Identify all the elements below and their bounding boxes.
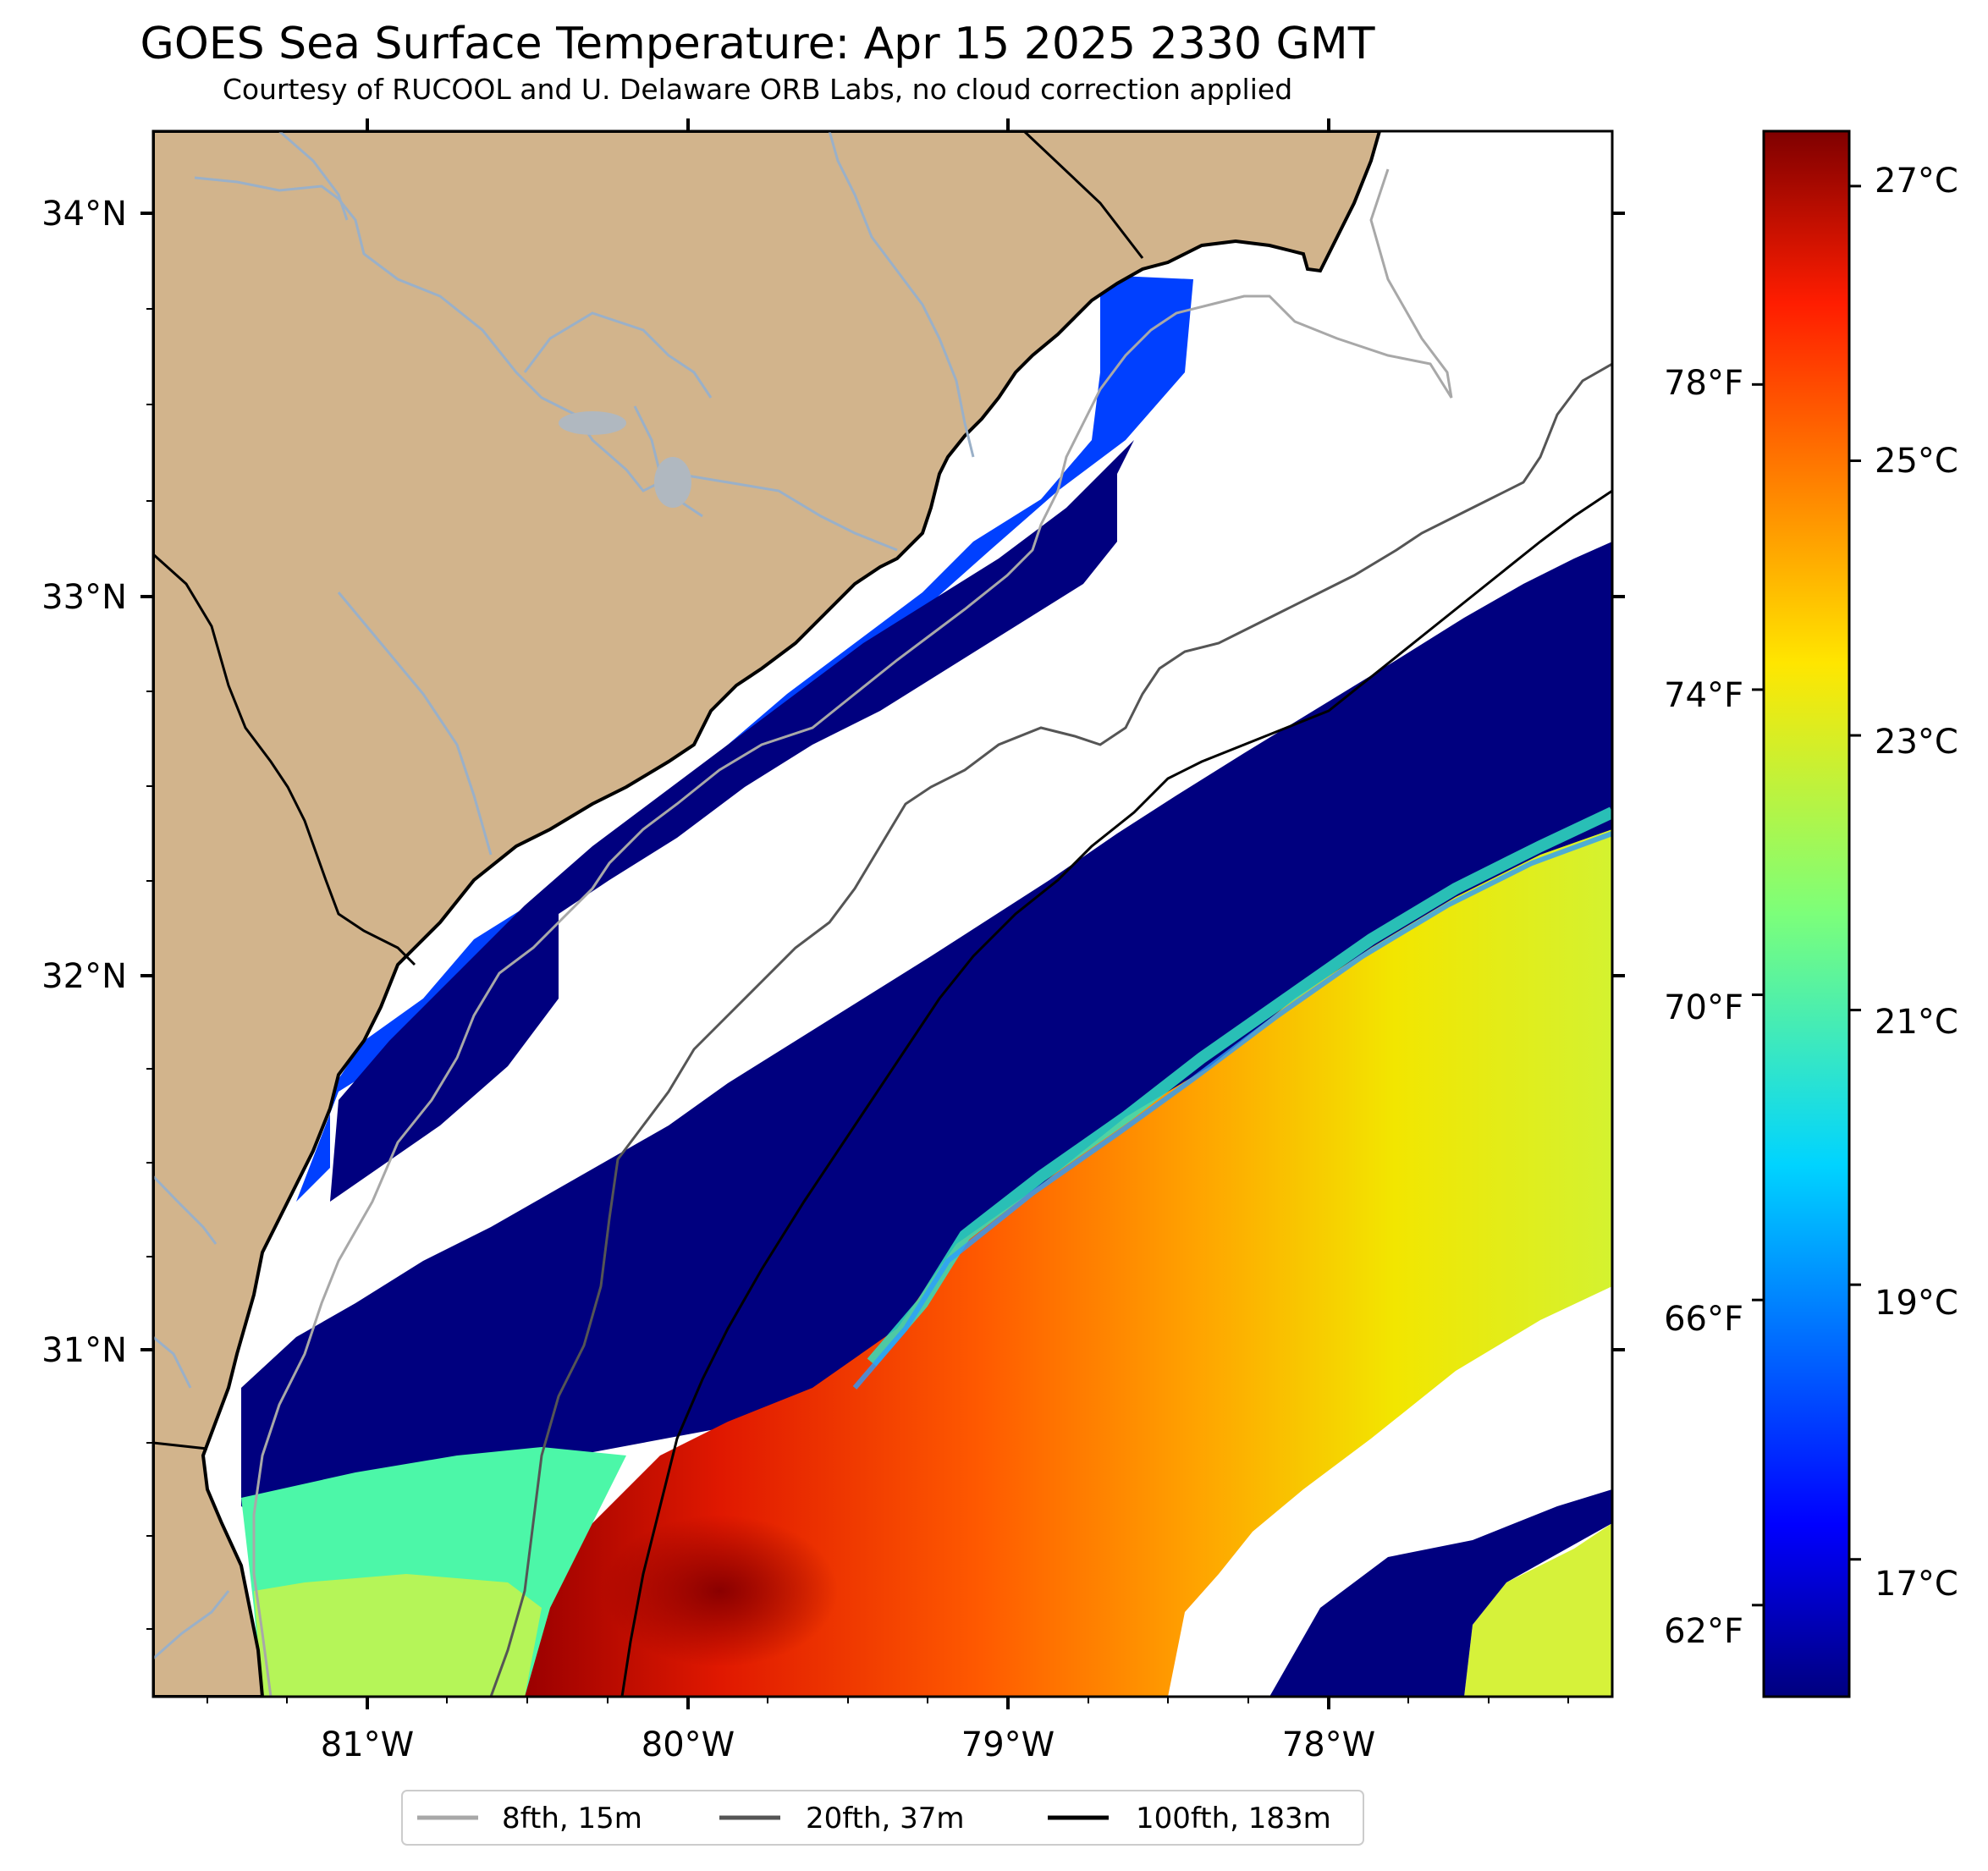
page-subtitle: Courtesy of RUCOOL and U. Delaware ORB L…: [222, 73, 1293, 106]
lake-murray: [559, 411, 626, 435]
lat-tick-label: 32°N: [41, 957, 127, 996]
gulf-stream-region: [525, 829, 1612, 1697]
celsius-tick-label: 23°C: [1875, 723, 1958, 762]
fahrenheit-tick-label: 66°F: [1664, 1300, 1743, 1339]
se-warm-patch: [1464, 1523, 1612, 1697]
legend-label-100fth: 100fth, 183m: [1136, 1802, 1331, 1835]
lon-tick-label: 78°W: [1282, 1725, 1375, 1764]
land: [153, 131, 1382, 1697]
celsius-tick-label: 17°C: [1875, 1565, 1958, 1604]
fahrenheit-tick-label: 74°F: [1664, 676, 1743, 715]
state-border-sc-ga: [153, 553, 416, 966]
legend-box: [401, 1790, 1364, 1846]
fahrenheit-tick-label: 62°F: [1664, 1612, 1743, 1651]
nearshore-cold-band: [330, 440, 1134, 1202]
lat-tick-label: 33°N: [41, 578, 127, 617]
celsius-tick-label: 27°C: [1875, 162, 1958, 201]
legend-label-8fth: 8fth, 15m: [502, 1802, 642, 1835]
state-border-ga-fl: [153, 1441, 208, 1450]
map-minor-ticks: [146, 308, 1569, 1703]
legend-label-20fth: 20fth, 37m: [806, 1802, 965, 1835]
lake-marion: [654, 457, 691, 508]
isobath-100fth: [620, 489, 1612, 1697]
se-cold-patch: [1269, 1489, 1612, 1697]
celsius-tick-label: 25°C: [1875, 442, 1958, 481]
fahrenheit-tick-label: 78°F: [1664, 364, 1743, 403]
sst-map: [153, 131, 1612, 1697]
page-title: GOES Sea Surface Temperature: Apr 15 202…: [140, 19, 1375, 69]
lon-tick-label: 79°W: [961, 1725, 1055, 1764]
lon-tick-label: 80°W: [642, 1725, 735, 1764]
lon-tick-label: 81°W: [321, 1725, 414, 1764]
thermal-front-inner: [852, 831, 1612, 1389]
fahrenheit-tick-label: 70°F: [1664, 988, 1743, 1027]
celsius-tick-label: 21°C: [1875, 1003, 1958, 1042]
colorbar-ticks: [1752, 184, 1861, 1607]
isobath-8fth: [252, 168, 1453, 1697]
warm-core: [601, 1515, 838, 1667]
isobath-20fth: [489, 362, 1612, 1697]
map-ticks: [140, 118, 1625, 1709]
lat-tick-label: 31°N: [41, 1331, 127, 1370]
celsius-tick-label: 19°C: [1875, 1284, 1958, 1323]
map-frame: [151, 129, 1614, 1698]
rivers: [153, 131, 975, 1660]
colorbar: [1762, 129, 1851, 1698]
state-border-nc-sc: [1022, 131, 1144, 259]
lat-tick-label: 34°N: [41, 195, 127, 234]
southwest-yellow-shelf: [254, 1574, 542, 1697]
